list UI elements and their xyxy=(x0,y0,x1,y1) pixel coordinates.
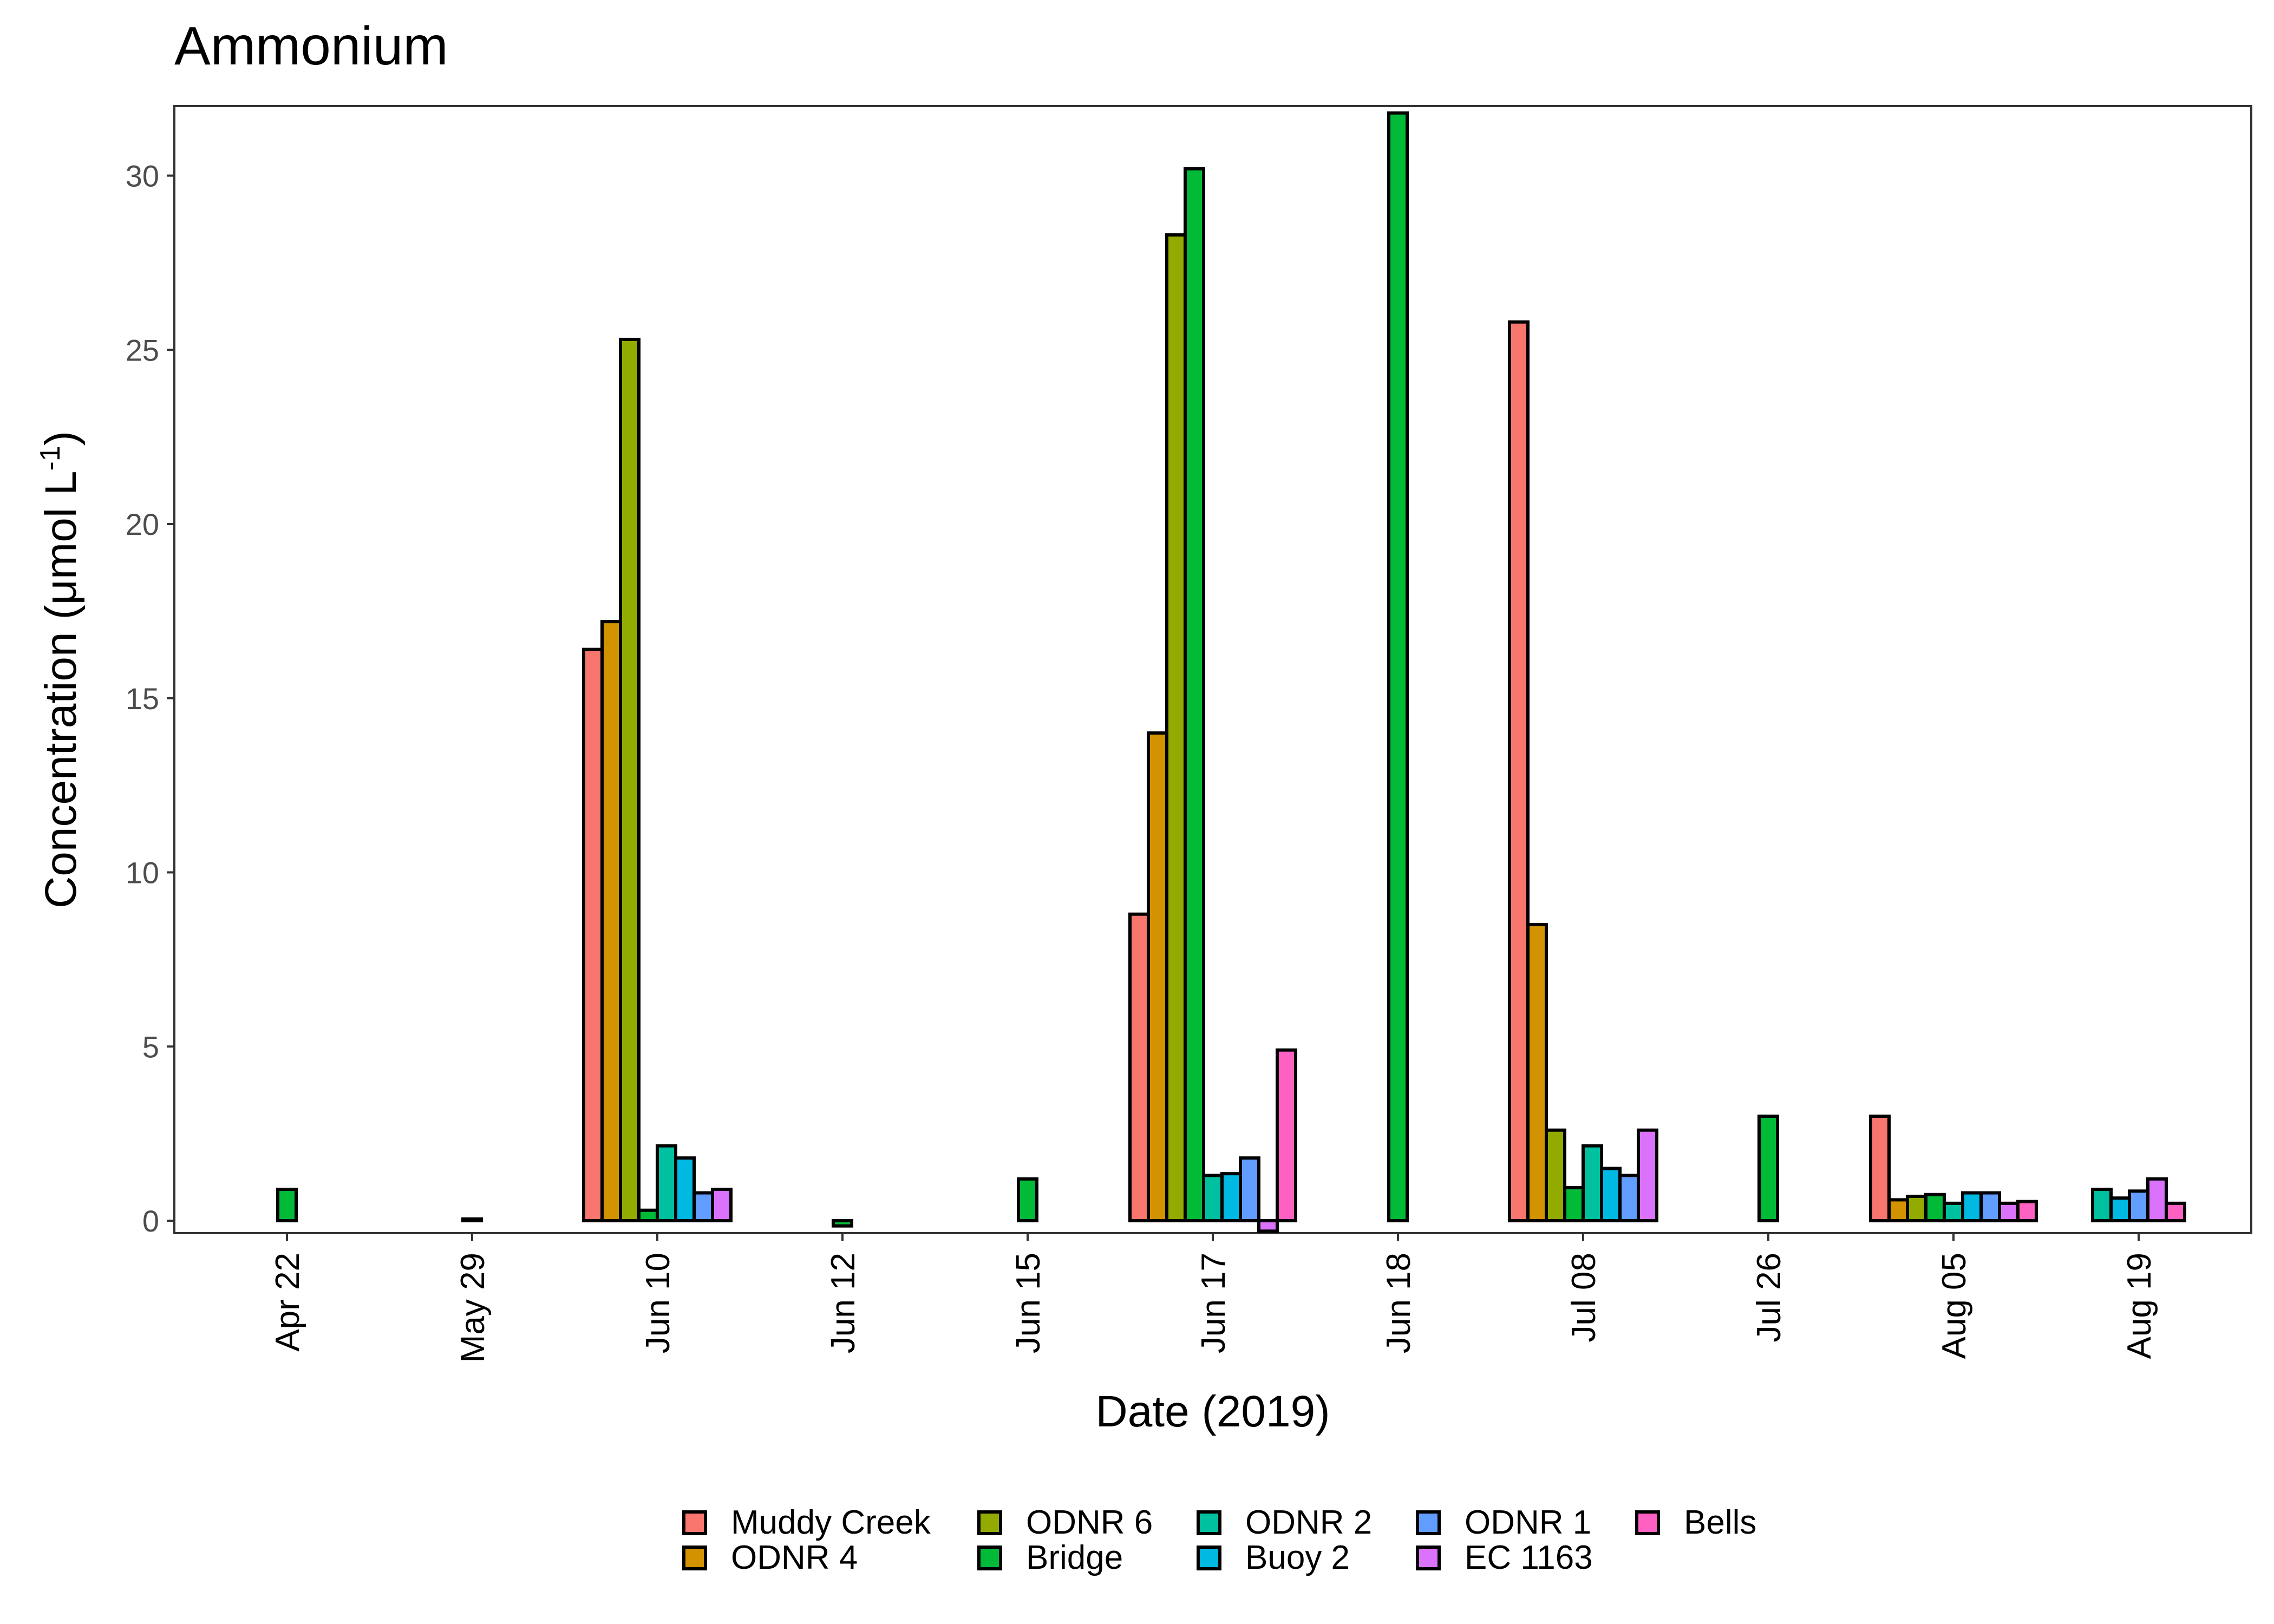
bar-odnr-2 xyxy=(1582,1144,1603,1222)
plot-panel-border xyxy=(173,105,2252,1234)
y-axis-label: Concentration (μmol L-1) xyxy=(35,431,86,908)
y-tick-label: 30 xyxy=(126,159,159,193)
bar-ec-1163 xyxy=(711,1188,733,1222)
x-tick-label: Jul 08 xyxy=(1565,1253,1603,1342)
legend-swatch xyxy=(682,1510,707,1535)
bar-buoy-2 xyxy=(1600,1167,1622,1223)
bar-odnr-2 xyxy=(1202,1174,1224,1222)
bar-odnr-2 xyxy=(1943,1201,1964,1222)
legend-label: Bridge xyxy=(1026,1539,1123,1576)
chart-title: Ammonium xyxy=(174,16,448,76)
bar-muddy-creek xyxy=(582,647,604,1222)
legend: Muddy Creek ODNR 6 ODNR 2 ODNR 1 Bells ODNR 4… xyxy=(682,1504,1770,1576)
x-tick-label: Jul 26 xyxy=(1750,1253,1788,1342)
bar-odnr-1 xyxy=(1618,1174,1640,1222)
legend-item: Bells xyxy=(1635,1504,1770,1541)
bar-muddy-creek xyxy=(1128,912,1150,1222)
x-tick-label: May 29 xyxy=(454,1253,492,1363)
legend-item: ODNR 2 xyxy=(1197,1504,1416,1541)
legend-label: EC 1163 xyxy=(1465,1539,1593,1576)
bar-ec-1163 xyxy=(1257,1219,1279,1233)
y-tick-label: 15 xyxy=(126,682,159,716)
bar-odnr-1 xyxy=(1979,1191,2001,1223)
legend-label: ODNR 2 xyxy=(1245,1504,1373,1541)
bar-bells xyxy=(2165,1201,2186,1222)
x-tick-label: Jun 10 xyxy=(639,1253,677,1353)
bar-odnr-4 xyxy=(600,620,622,1222)
legend-label: Bells xyxy=(1684,1504,1757,1541)
bar-bells xyxy=(1276,1048,1297,1223)
bar-bridge xyxy=(461,1217,483,1222)
bar-bridge xyxy=(1387,111,1409,1222)
y-tick-label: 25 xyxy=(126,333,159,367)
legend-swatch xyxy=(977,1545,1002,1570)
legend-item: Bridge xyxy=(977,1539,1197,1576)
bar-odnr-6 xyxy=(1165,233,1187,1222)
y-tick-label: 0 xyxy=(142,1204,159,1238)
legend-swatch xyxy=(1416,1545,1441,1570)
bar-buoy-2 xyxy=(2109,1196,2131,1223)
x-axis-label: Date (2019) xyxy=(1095,1387,1330,1436)
legend-label: ODNR 6 xyxy=(1026,1504,1153,1541)
legend-swatch xyxy=(1635,1510,1660,1535)
legend-item: ODNR 1 xyxy=(1416,1504,1635,1541)
y-tick-label: 20 xyxy=(126,507,159,541)
bar-odnr-2 xyxy=(656,1144,677,1222)
bar-bridge xyxy=(637,1208,659,1223)
bar-bridge xyxy=(1563,1186,1585,1222)
bar-bridge xyxy=(1017,1177,1038,1223)
legend-item: ODNR 4 xyxy=(682,1539,977,1576)
bar-buoy-2 xyxy=(1961,1191,1983,1223)
bar-ec-1163 xyxy=(1637,1128,1658,1222)
bar-muddy-creek xyxy=(1508,320,1530,1222)
x-tick-label: Jun 15 xyxy=(1010,1253,1047,1353)
legend-swatch xyxy=(682,1545,707,1570)
bar-buoy-2 xyxy=(1220,1172,1242,1222)
legend-item: EC 1163 xyxy=(1416,1539,1635,1576)
bar-muddy-creek xyxy=(1869,1114,1891,1222)
bar-odnr-6 xyxy=(619,337,641,1223)
bar-odnr-1 xyxy=(692,1191,714,1223)
x-tick-label: Apr 22 xyxy=(269,1253,306,1352)
bar-bridge xyxy=(1924,1193,1946,1223)
bar-bridge xyxy=(1184,167,1205,1222)
bar-odnr-1 xyxy=(2128,1189,2149,1222)
legend-label: ODNR 1 xyxy=(1465,1504,1592,1541)
bar-odnr-4 xyxy=(1147,731,1168,1222)
legend-label: Buoy 2 xyxy=(1245,1539,1350,1576)
legend-swatch xyxy=(977,1510,1002,1535)
bar-bells xyxy=(2016,1200,2038,1222)
x-tick-label: Jun 12 xyxy=(825,1253,862,1353)
bar-odnr-6 xyxy=(1906,1194,1927,1223)
bar-odnr-4 xyxy=(1526,923,1548,1222)
y-tick-label: 5 xyxy=(142,1030,159,1064)
bar-odnr-1 xyxy=(1239,1156,1260,1222)
x-tick-label: Jun 18 xyxy=(1380,1253,1417,1353)
x-tick-label: Aug 05 xyxy=(1936,1253,1973,1359)
x-tick-label: Aug 19 xyxy=(2121,1253,2158,1359)
bar-bridge xyxy=(832,1219,853,1228)
bar-ec-1163 xyxy=(2146,1177,2168,1223)
bar-odnr-4 xyxy=(1887,1198,1909,1222)
bar-odnr-2 xyxy=(2091,1188,2113,1222)
bar-buoy-2 xyxy=(674,1156,696,1222)
legend-item: ODNR 6 xyxy=(977,1504,1197,1541)
bar-bridge xyxy=(1757,1114,1779,1222)
legend-item: Buoy 2 xyxy=(1197,1539,1416,1576)
legend-label: Muddy Creek xyxy=(731,1504,931,1541)
legend-swatch xyxy=(1416,1510,1441,1535)
legend-swatch xyxy=(1197,1510,1221,1535)
legend-label: ODNR 4 xyxy=(731,1539,858,1576)
legend-item: Muddy Creek xyxy=(682,1504,977,1541)
x-tick-label: Jun 17 xyxy=(1195,1253,1232,1353)
bar-odnr-6 xyxy=(1545,1128,1566,1222)
bar-bridge xyxy=(276,1188,298,1222)
bar-ec-1163 xyxy=(1998,1201,2020,1222)
legend-swatch xyxy=(1197,1545,1221,1570)
y-tick-label: 10 xyxy=(126,856,159,890)
